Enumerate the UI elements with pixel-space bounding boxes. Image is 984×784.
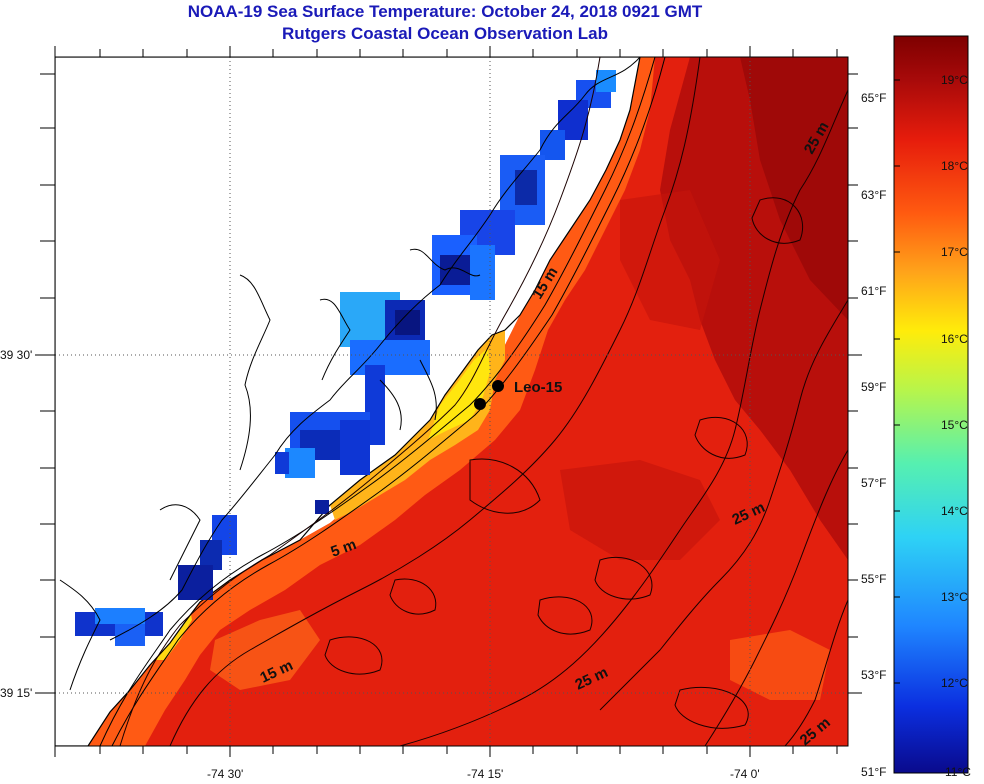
yellow-inlet-water [428, 348, 490, 440]
map-title: NOAA-19 Sea Surface Temperature: October… [187, 2, 703, 21]
celsius-label: 13°C [941, 590, 968, 604]
colorbar-celsius-labels: 19°C 18°C 17°C 16°C 15°C 14°C 13°C 12°C … [941, 73, 971, 779]
orange-patch-east [730, 630, 830, 700]
graticule [55, 57, 848, 746]
warm-patch-north [620, 190, 720, 330]
bathymetry-contours [119, 57, 848, 746]
map-subtitle: Rutgers Coastal Ocean Observation Lab [282, 24, 608, 43]
map-frame [54, 56, 849, 747]
colorbar-fahrenheit-labels: 65°F 63°F 61°F 59°F 57°F 55°F 53°F 51°F [861, 91, 886, 779]
frame-ticks [35, 46, 862, 757]
inlet-warm-band [330, 330, 505, 520]
x-tick-label: -74 15' [467, 767, 503, 781]
warm-patch [560, 460, 720, 560]
nearshore-orange-band [88, 57, 655, 746]
fahrenheit-label: 65°F [861, 91, 886, 105]
y-tick-label: 39 15' [0, 686, 32, 700]
fahrenheit-label: 53°F [861, 668, 886, 682]
orange-patch-south [210, 610, 320, 690]
celsius-label: 12°C [941, 676, 968, 690]
celsius-label: 17°C [941, 245, 968, 259]
fahrenheit-label: 57°F [861, 476, 886, 490]
station-marker-secondary [474, 398, 486, 410]
barrier-island-lines [99, 57, 666, 746]
x-tick-label: -74 0' [730, 767, 760, 781]
celsius-label: 19°C [941, 73, 968, 87]
y-tick-label: 39 30' [0, 348, 32, 362]
colorbar [893, 35, 969, 774]
station-label: Leo-15 [514, 379, 562, 396]
fahrenheit-label: 51°F [861, 765, 886, 779]
fahrenheit-label: 63°F [861, 188, 886, 202]
warmest-region [740, 57, 848, 320]
celsius-label: 18°C [941, 159, 968, 173]
celsius-label: 16°C [941, 332, 968, 346]
x-tick-label: -74 30' [207, 767, 243, 781]
fahrenheit-label: 55°F [861, 572, 886, 586]
bay-sst-pixels [75, 70, 616, 646]
inland-coastlines [59, 57, 641, 691]
leo-15-station-marker [492, 380, 504, 392]
colorbar-ticks [894, 79, 900, 684]
celsius-label: 14°C [941, 504, 968, 518]
celsius-label: 11°C [945, 765, 971, 779]
celsius-label: 15°C [941, 418, 968, 432]
fahrenheit-label: 59°F [861, 380, 886, 394]
fahrenheit-label: 61°F [861, 284, 886, 298]
